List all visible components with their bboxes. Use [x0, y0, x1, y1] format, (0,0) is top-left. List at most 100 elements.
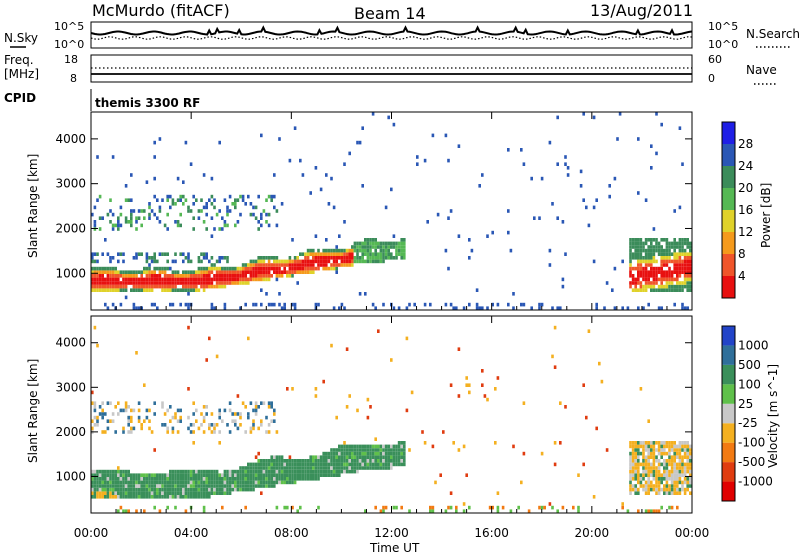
data-cell: [343, 256, 346, 260]
data-cell: [291, 238, 294, 242]
data-cell: [670, 477, 674, 481]
data-cell: [215, 484, 219, 488]
data-cell: [330, 256, 333, 260]
data-cell: [231, 473, 234, 477]
data-cell: [226, 223, 229, 228]
data-cell: [145, 284, 149, 289]
data-cell: [444, 248, 448, 253]
data-cell: [166, 281, 169, 285]
data-cell: [312, 263, 315, 267]
data-cell: [210, 473, 214, 477]
data-cell: [208, 491, 211, 495]
data-cell: [361, 462, 364, 467]
data-cell: [364, 509, 367, 513]
data-cell: [647, 473, 650, 477]
data-cell: [293, 462, 297, 467]
data-cell: [135, 491, 138, 495]
data-cell: [241, 198, 245, 202]
data-cell: [145, 487, 149, 492]
data-cell: [366, 451, 370, 456]
data-cell: [652, 441, 656, 445]
data-cell: [218, 491, 221, 495]
x-tick-label: 20:00: [575, 526, 610, 540]
data-cell: [252, 480, 255, 485]
data-cell: [670, 277, 674, 282]
data-cell: [182, 473, 185, 477]
data-cell: [275, 209, 279, 213]
data-cell: [366, 415, 370, 420]
colorbar-segment: [722, 442, 735, 463]
data-cell: [247, 487, 250, 492]
data-cell: [686, 306, 689, 310]
data-cell: [338, 248, 341, 253]
data-cell: [657, 509, 661, 513]
data-cell: [91, 487, 94, 492]
data-cell: [163, 484, 167, 488]
data-cell: [634, 252, 637, 256]
data-cell: [218, 415, 221, 420]
data-cell: [655, 238, 658, 242]
x-tick-label: 00:00: [74, 526, 109, 540]
data-cell: [374, 448, 377, 452]
data-cell: [631, 252, 635, 256]
data-cell: [189, 487, 193, 492]
data-cell: [678, 205, 682, 210]
data-cell: [647, 487, 650, 492]
data-cell: [140, 480, 143, 485]
data-cell: [678, 238, 682, 242]
data-cell: [280, 469, 284, 474]
data-cell: [647, 451, 650, 456]
data-cell: [208, 473, 211, 477]
data-cell: [678, 462, 682, 467]
data-cell: [280, 477, 284, 481]
data-cell: [644, 274, 648, 278]
data-cell: [260, 466, 263, 470]
data-cell: [202, 505, 206, 510]
data-cell: [122, 484, 125, 488]
data-cell: [332, 466, 336, 470]
data-cell: [122, 259, 125, 264]
data-cell: [348, 469, 351, 474]
data-cell: [689, 259, 692, 264]
data-cell: [93, 205, 97, 210]
data-cell: [335, 263, 338, 267]
velocity-ylabel: Slant Range [km]: [26, 359, 40, 463]
data-cell: [338, 459, 341, 463]
data-cell: [189, 162, 193, 166]
data-cell: [335, 462, 338, 467]
data-cell: [130, 274, 133, 278]
data-cell: [444, 133, 448, 138]
data-cell: [166, 495, 169, 499]
data-cell: [657, 241, 661, 246]
data-cell: [348, 451, 351, 456]
data-cell: [408, 448, 411, 452]
data-cell: [96, 155, 99, 159]
data-cell: [252, 259, 255, 264]
data-cell: [559, 441, 562, 445]
data-cell: [384, 252, 388, 256]
data-cell: [223, 277, 227, 282]
data-cell: [358, 444, 362, 449]
data-cell: [637, 441, 640, 445]
data-cell: [275, 455, 279, 459]
data-cell: [101, 270, 104, 274]
data-cell: [306, 462, 310, 467]
data-cell: [647, 277, 650, 282]
data-cell: [161, 477, 164, 481]
data-cell: [137, 480, 141, 485]
data-cell: [384, 256, 388, 260]
data-cell: [145, 277, 149, 282]
data-cell: [244, 487, 247, 492]
data-cell: [174, 284, 177, 289]
data-cell: [210, 281, 214, 285]
data-cell: [384, 245, 388, 249]
data-cell: [689, 448, 692, 452]
data-cell: [179, 274, 182, 278]
data-cell: [182, 194, 185, 199]
data-cell: [657, 266, 661, 271]
data-cell: [345, 263, 349, 267]
data-cell: [213, 266, 216, 271]
data-cell: [252, 270, 255, 274]
